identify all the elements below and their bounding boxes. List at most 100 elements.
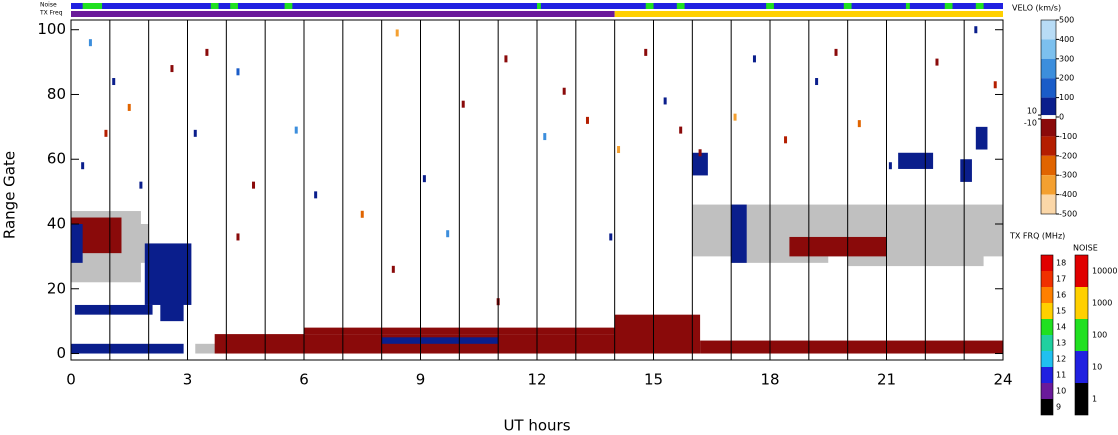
- tx_freq-scale-cell: [1041, 351, 1053, 367]
- y-tick-label: 20: [47, 279, 66, 297]
- echo: [294, 126, 298, 134]
- echo: [422, 175, 426, 183]
- velo-scale-cell: [1041, 97, 1056, 117]
- velo-tick-label: 200: [1059, 74, 1074, 83]
- velocity-patch: [898, 152, 934, 169]
- echo: [104, 129, 108, 137]
- txfreq-scale-label: TX FRQ (MHz): [1009, 232, 1065, 241]
- velocity-patch: [789, 236, 887, 257]
- noise-segment: [230, 3, 238, 9]
- tx_freq-scale-cell: [1041, 367, 1053, 383]
- noise-scale-cell: [1075, 351, 1088, 383]
- velo-small-tick-label: -10: [1024, 118, 1037, 127]
- noise-segment: [210, 3, 219, 9]
- y-axis-label: Range Gate: [1, 151, 19, 239]
- velo-scale-cell: [1041, 117, 1056, 137]
- tx_freq-scale-cell: [1041, 335, 1053, 351]
- echo: [562, 87, 566, 95]
- velo-scale-cell: [1041, 78, 1056, 98]
- echo: [644, 48, 648, 56]
- echo: [974, 26, 978, 34]
- velo-tick-label: -200: [1059, 151, 1077, 160]
- tx_freq-tick-label: 14: [1056, 323, 1066, 332]
- velo-tick-label: 500: [1059, 16, 1074, 25]
- echo: [236, 68, 240, 76]
- ground-scatter: [195, 343, 235, 354]
- noise-label: Noise: [40, 2, 57, 9]
- velocity-patch: [160, 301, 184, 322]
- velo-zero-band: [1041, 115, 1056, 119]
- echo: [193, 129, 197, 137]
- velo-scale-cell: [1041, 20, 1056, 40]
- velo-scale-cell: [1041, 39, 1056, 59]
- echo: [834, 48, 838, 56]
- tx_freq-segment: [614, 11, 1003, 17]
- x-tick-label: 24: [993, 371, 1012, 389]
- tx_freq-scale-cell: [1041, 383, 1053, 399]
- echo: [935, 58, 939, 66]
- noise-scale-cell: [1075, 255, 1088, 287]
- tx_freq-scale-cell: [1041, 255, 1053, 271]
- noise-tick-label: 100: [1092, 331, 1107, 340]
- echo: [993, 81, 997, 89]
- echo: [733, 113, 737, 121]
- tx_freq-scale-cell: [1041, 303, 1053, 319]
- tx_freq-tick-label: 18: [1056, 259, 1066, 268]
- velo-tick-label: -500: [1059, 210, 1077, 219]
- echo: [815, 78, 819, 86]
- echo: [236, 233, 240, 241]
- echo: [314, 191, 318, 199]
- noise-tick-label: 10: [1092, 363, 1102, 372]
- velo-scale-cell: [1041, 58, 1056, 79]
- txfreq-label: TX Freq: [39, 10, 63, 17]
- tx_freq-tick-label: 10: [1056, 387, 1066, 396]
- tx_freq-tick-label: 16: [1056, 291, 1066, 300]
- x-tick-label: 15: [644, 371, 663, 389]
- echo: [252, 181, 256, 189]
- x-tick-label: 18: [760, 371, 779, 389]
- velocity-patch: [71, 343, 184, 354]
- velocity-patch: [692, 152, 708, 176]
- velo-tick-label: -100: [1059, 132, 1077, 141]
- echo: [609, 233, 613, 241]
- noise-segment: [975, 3, 984, 9]
- noise-segment: [537, 3, 541, 9]
- x-tick-label: 9: [416, 371, 426, 389]
- echo: [461, 100, 465, 108]
- tx_freq-tick-label: 9: [1056, 403, 1061, 412]
- velo-tick-label: 300: [1059, 54, 1074, 63]
- velo-scale-cell: [1041, 194, 1056, 214]
- noise-scale-cell: [1075, 287, 1088, 319]
- tx_freq-scale-frame: [1040, 254, 1054, 416]
- echo: [391, 265, 395, 273]
- noise-segment: [766, 3, 774, 9]
- echo: [698, 149, 702, 157]
- noise-scale-label: NOISE: [1073, 244, 1098, 253]
- echo: [360, 210, 364, 218]
- noise-scale-cell: [1075, 383, 1088, 415]
- y-tick-label: 100: [37, 20, 66, 38]
- tx_freq-tick-label: 13: [1056, 339, 1066, 348]
- velo-small-tick-label: 10: [1027, 107, 1037, 116]
- y-tick-label: 0: [56, 344, 66, 362]
- noise-segment: [905, 3, 910, 9]
- tx_freq-scale-cell: [1041, 399, 1053, 415]
- velocity-patch: [975, 126, 988, 150]
- noise-segment: [843, 3, 852, 9]
- velo-tick-label: 0: [1059, 113, 1064, 122]
- velo-scale-label: VELO (km/s): [1012, 4, 1061, 13]
- velocity-patch: [731, 204, 747, 263]
- echo: [446, 230, 450, 238]
- noise-segment: [82, 3, 103, 9]
- tx_freq-segment: [71, 11, 615, 17]
- echo: [139, 181, 143, 189]
- echo: [679, 126, 683, 134]
- tx_freq-scale-cell: [1041, 271, 1053, 287]
- x-tick-label: 21: [877, 371, 896, 389]
- echo: [784, 136, 788, 144]
- echo: [112, 78, 116, 86]
- tx_freq-tick-label: 17: [1056, 275, 1066, 284]
- velocity-patch: [381, 337, 499, 344]
- x-tick-label: 3: [183, 371, 193, 389]
- velo-tick-label: 400: [1059, 35, 1074, 44]
